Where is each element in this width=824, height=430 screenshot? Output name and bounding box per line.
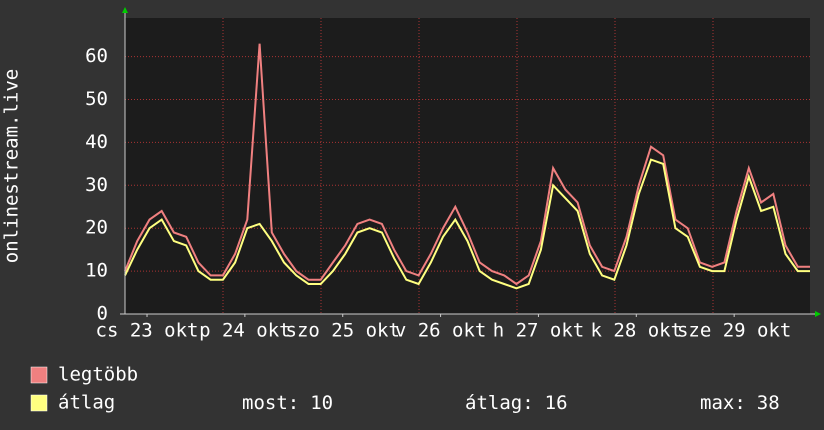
y-tick-label: 60 [85,45,108,67]
y-tick-label: 50 [85,88,108,110]
stat-label: átlag: [465,392,534,414]
y-tick-label: 40 [85,131,108,153]
y-tick-label: 10 [85,260,108,282]
stat-label: most: [242,392,299,414]
x-tick-label: sze 29 okt [677,320,791,342]
x-tick-label: p 24 okt [199,320,291,342]
stat: max: 38 [700,392,780,414]
x-tick-label: h 27 okt [493,320,585,342]
y-tick-label: 0 [97,303,108,325]
x-tick-label: cs 23 okt [96,320,199,342]
y-tick-label: 30 [85,174,108,196]
y-axis-label: onlinestream.live [1,69,23,263]
x-arrow [815,311,821,317]
legend-label: legtöbb [58,364,138,386]
stat-value: 38 [757,392,780,414]
stat: most: 10 [242,392,333,414]
x-tick-label: v 26 okt [395,320,487,342]
series-line [124,43,810,286]
stat-value: 16 [545,392,568,414]
legend-swatch [30,366,48,384]
plot-area [125,18,810,314]
stat-label: max: [700,392,746,414]
x-tick-label: k 28 okt [591,320,683,342]
y-tick-label: 20 [85,217,108,239]
y-arrow [122,7,128,13]
series-line [124,158,810,290]
stat-value: 10 [310,392,333,414]
x-tick-label: szo 25 okt [286,320,400,342]
legend-swatch [30,394,48,412]
stat: átlag: 16 [465,392,568,414]
legend-label: átlag [58,392,115,414]
